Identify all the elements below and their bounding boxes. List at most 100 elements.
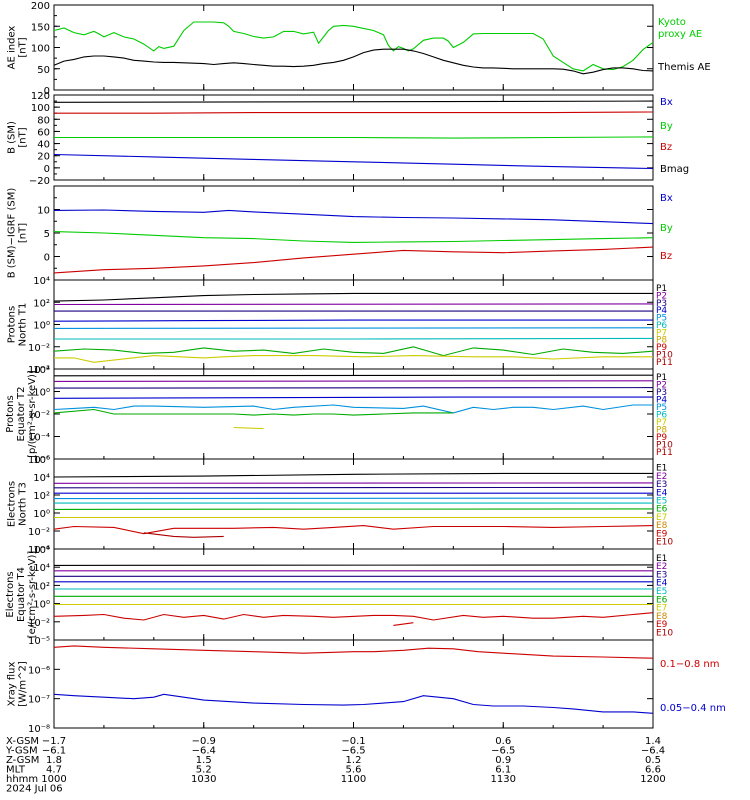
xaxis-row-value-x-gsm: −0.9 — [192, 736, 216, 747]
protons_t1-series-p6 — [54, 337, 654, 340]
xaxis-row-value-mlt: 4.7 — [46, 765, 62, 776]
electrons_t3-legend-e7: E7 — [656, 513, 667, 523]
xaxis-row-value-x-gsm: −1.7 — [42, 736, 66, 747]
xray-ytick-label: 10⁻⁸ — [28, 724, 50, 735]
xaxis-row-value-y-gsm: −6.5 — [491, 746, 515, 757]
protons_t1-ytick-label: 10² — [33, 298, 50, 309]
protons_t1-series-p5 — [53, 327, 654, 329]
xaxis-row-label-hhmm: hhmm — [6, 774, 38, 785]
electrons_t4-series-e1 — [53, 564, 654, 566]
protons_t1-legend-p6: P6 — [656, 321, 667, 331]
b_sm-legend-bmag: Bmag — [660, 164, 689, 175]
xaxis-row-value-hhmm: 1030 — [191, 774, 216, 785]
b_sm-legend-bz: Bz — [660, 142, 672, 153]
protons_t1-series-p1 — [53, 292, 653, 302]
electrons_t4-legend-e3: E3 — [656, 570, 667, 580]
b_igrf-ytick-label: 10 — [37, 206, 50, 217]
xray-legend-0-05-0-4-nm: 0.05−0.4 nm — [660, 703, 726, 714]
electrons_t4-ytick-label: 10² — [33, 581, 50, 592]
xray-ylabel: [W/m^2] — [18, 661, 29, 707]
xaxis-row-value-x-gsm: 0.6 — [495, 736, 511, 747]
protons_t1-ytick-label: 10⁻⁴ — [28, 365, 50, 376]
xaxis-row-value-mlt: 5.2 — [196, 765, 212, 776]
protons_t2-series-p5 — [53, 404, 653, 414]
b_sm-ytick-label: 60 — [37, 127, 50, 138]
electrons_t3-series-e1 — [53, 472, 653, 478]
electrons_t4-legend-e4: E4 — [656, 579, 668, 589]
protons_t2-ylabel: Protons — [5, 395, 16, 432]
protons_t2-ytick-label: 10⁻⁴ — [28, 433, 50, 444]
ae-ytick-label: 50 — [37, 65, 50, 76]
xaxis-row-label-z-gsm: Z-GSM — [6, 755, 39, 766]
electrons_t3-ytick-label: 10² — [33, 491, 50, 502]
b_sm-ytick-label: 120 — [31, 91, 50, 102]
xaxis-row-value-x-gsm: −0.1 — [341, 736, 365, 747]
electrons_t4-legend-e6: E6 — [656, 595, 668, 605]
xaxis-row-label-y-gsm: Y-GSM — [5, 746, 38, 757]
protons_t2-series-p3 — [53, 387, 654, 389]
electrons_t3-legend-e4: E4 — [656, 488, 668, 498]
xray-ytick-label: 10⁻⁶ — [28, 665, 50, 676]
electrons_t4-legend-e1: E1 — [656, 554, 667, 564]
b_igrf-series-by — [53, 231, 654, 243]
b_igrf-frame — [53, 185, 654, 281]
protons_t1-legend-p10: P10 — [656, 350, 673, 360]
protons_t1-legend-p11: P11 — [656, 358, 673, 368]
xaxis-row-value-mlt: 6.6 — [645, 765, 661, 776]
b_sm-ytick-label: 80 — [37, 115, 50, 126]
b_igrf-ytick-label: 5 — [44, 229, 50, 240]
electrons_t4-legend-e9: E9 — [656, 620, 668, 630]
protons_t2-legend-p6: P6 — [656, 410, 667, 420]
electrons_t3-series-e9 — [53, 525, 654, 535]
protons_t2-series-p7 — [233, 426, 264, 430]
xaxis-row-value-hhmm: 1000 — [41, 774, 66, 785]
b_igrf-legend-by: By — [660, 223, 673, 234]
xaxis-row-value-y-gsm: −6.1 — [42, 746, 66, 757]
ae-legend-kyoto-proxy-ae: proxy AE — [658, 29, 702, 40]
ae-ylabel: AE index — [7, 26, 18, 70]
b_igrf-series-bz — [53, 246, 654, 274]
protons_t1-ylabel: Protons — [7, 306, 18, 343]
electrons_t3-legend-e3: E3 — [656, 480, 667, 490]
protons_t2-ytick-label: 10⁰ — [33, 388, 50, 399]
b_igrf-series-bx — [53, 209, 654, 225]
protons_t2-legend-p3: P3 — [656, 388, 667, 398]
electrons_t4-legend-e7: E7 — [656, 604, 667, 614]
electrons_t3-ylabel: Electrons — [7, 481, 18, 527]
protons_t1-series-p8 — [54, 355, 653, 363]
b_sm-legend-bx: Bx — [660, 97, 673, 108]
xray-series-0-05-0-4-nm — [53, 693, 654, 714]
xaxis-row-value-y-gsm: −6.4 — [192, 746, 216, 757]
electrons_t4-legend-e5: E5 — [656, 587, 667, 597]
ae-legend-kyoto-proxy-ae: Kyoto — [658, 17, 686, 28]
electrons_t3-ytick-label: 10⁻² — [28, 527, 50, 538]
ae-ytick-label: 200 — [31, 1, 50, 12]
electrons_t3-legend-e2: E2 — [656, 472, 667, 482]
protons_t2-ylabel: [p/(cm²-s-sr-keV)] — [27, 370, 38, 458]
protons_t2-series-p4 — [53, 396, 653, 399]
protons_t2-legend-p5: P5 — [656, 403, 667, 413]
electrons_t4-ylabel: Equator T4 — [16, 567, 27, 622]
protons_t2-ytick-label: 10⁻⁶ — [28, 455, 50, 466]
protons_t2-ytick-label: 10² — [33, 365, 50, 376]
electrons_t4-ytick-label: 10⁰ — [33, 600, 50, 611]
b_sm-ylabel: [nT] — [18, 127, 29, 147]
ae-frame — [53, 4, 654, 91]
b_sm-series-by — [54, 136, 654, 139]
ae-series-themis-ae — [53, 48, 654, 75]
protons_t2-legend-p11: P11 — [656, 448, 673, 458]
xray-ytick-label: 10⁻⁷ — [28, 695, 50, 706]
electrons_t3-frame — [53, 458, 654, 550]
protons_t2-legend-p9: P9 — [656, 433, 667, 443]
protons_t1-ylabel: North T1 — [18, 303, 29, 347]
xaxis-row-value-hhmm: 1100 — [341, 774, 366, 785]
b_sm-ytick-label: 20 — [37, 152, 50, 163]
xaxis-row-value-mlt: 6.1 — [495, 765, 511, 776]
electrons_t3-ytick-label: 10⁰ — [33, 509, 50, 520]
electrons_t3-legend-e5: E5 — [656, 497, 667, 507]
protons_t2-ylabel: Equator T2 — [16, 387, 27, 442]
xray-ytick-label: 10⁻⁵ — [28, 636, 50, 647]
electrons_t3-legend-e6: E6 — [656, 505, 668, 515]
protons_t2-legend-p1: P1 — [656, 373, 667, 383]
